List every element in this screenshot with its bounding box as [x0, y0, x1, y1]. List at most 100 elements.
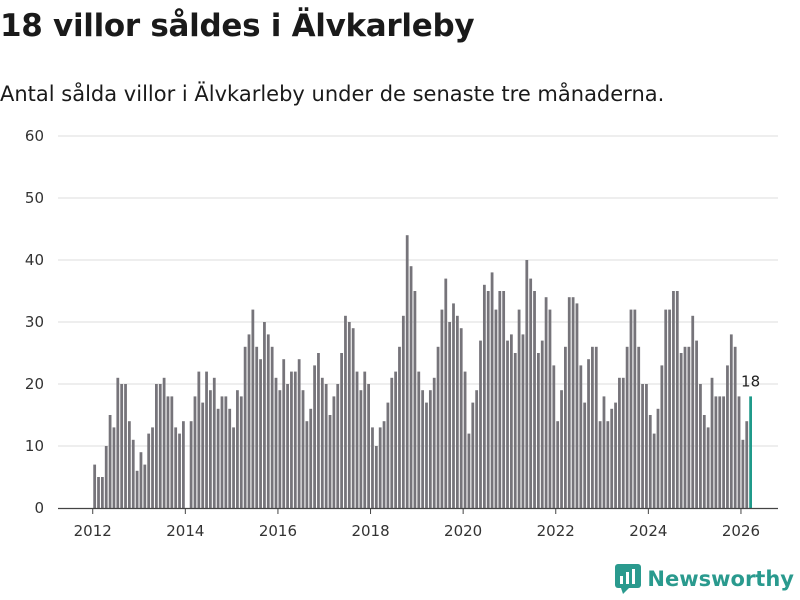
bar	[413, 291, 417, 508]
bar	[320, 377, 324, 508]
bar	[374, 446, 378, 508]
bar	[726, 365, 729, 508]
x-tick-label: 2014	[166, 522, 204, 540]
bar	[313, 365, 316, 508]
bar	[251, 309, 255, 508]
bar	[120, 384, 124, 508]
bar	[656, 408, 660, 508]
bar	[428, 390, 432, 508]
y-tick-label: 40	[25, 251, 44, 269]
bar	[637, 346, 641, 508]
bar	[571, 297, 575, 508]
bar	[266, 334, 270, 508]
bar	[421, 390, 425, 508]
bar	[178, 433, 181, 508]
bar	[224, 396, 228, 508]
bar	[594, 346, 598, 508]
bar	[201, 402, 205, 508]
bar	[243, 346, 247, 508]
bar	[486, 291, 490, 508]
bar	[629, 309, 633, 508]
x-axis: 2012 2014 2016 2018 2020 2022 2024 2026	[58, 507, 778, 540]
bar	[259, 359, 262, 508]
bar	[182, 421, 185, 508]
bar	[679, 353, 683, 508]
y-tick-label: 30	[25, 313, 44, 331]
bar	[170, 396, 174, 508]
bar	[143, 464, 147, 508]
bar	[301, 390, 305, 508]
bar	[174, 427, 178, 508]
y-axis-ticks: 0 10 20 30 40 50 60	[25, 127, 44, 517]
bar	[544, 297, 548, 508]
bar	[614, 402, 617, 508]
x-tick-label: 2024	[629, 522, 667, 540]
bar	[305, 421, 309, 508]
bar	[537, 353, 540, 508]
bar	[482, 284, 486, 508]
bar	[529, 278, 533, 508]
bar	[340, 353, 343, 508]
bar	[93, 464, 97, 508]
bar	[668, 309, 671, 508]
chart-subtitle: Antal sålda villor i Älvkarleby under de…	[0, 82, 665, 106]
bar	[232, 427, 235, 508]
x-tick-label: 2026	[722, 522, 760, 540]
bar	[131, 439, 135, 508]
bar	[579, 365, 583, 508]
bar	[116, 377, 120, 508]
bar	[166, 396, 170, 508]
bar	[286, 384, 289, 508]
bar	[490, 272, 494, 508]
bar	[645, 384, 648, 508]
bar	[548, 309, 552, 508]
bar	[610, 408, 614, 508]
bar	[100, 477, 104, 508]
highlight-value-label: 18	[741, 372, 760, 390]
bar-series	[93, 235, 752, 508]
bar	[664, 309, 668, 508]
bar	[598, 421, 602, 508]
bar	[733, 346, 737, 508]
bar	[652, 433, 656, 508]
bar	[672, 291, 675, 508]
bar	[567, 297, 571, 508]
bar	[239, 396, 243, 508]
chart-title: 18 villor såldes i Älvkarleby	[0, 8, 475, 44]
bar	[386, 402, 390, 508]
bar	[363, 371, 367, 508]
bar	[247, 334, 251, 508]
newsworthy-logo-icon	[615, 564, 642, 594]
bar	[263, 322, 266, 508]
bar	[436, 346, 440, 508]
bar	[479, 340, 482, 508]
bar	[471, 402, 475, 508]
bar	[212, 377, 216, 508]
bar	[409, 266, 413, 508]
bar	[255, 346, 259, 508]
x-tick-label: 2020	[444, 522, 482, 540]
bar	[506, 340, 509, 508]
bar	[660, 365, 664, 508]
bar	[706, 427, 710, 508]
bar	[540, 340, 544, 508]
bar	[209, 390, 212, 508]
bar	[525, 260, 529, 508]
bar	[459, 328, 463, 508]
bar	[293, 371, 297, 508]
bar	[552, 365, 556, 508]
bar-highlight	[749, 396, 752, 508]
bar	[270, 346, 274, 508]
bar	[556, 421, 560, 508]
bar	[702, 415, 706, 508]
bar	[691, 315, 695, 508]
bar	[621, 377, 625, 508]
bar	[606, 421, 610, 508]
bar	[564, 346, 567, 508]
annotations: 18	[741, 372, 760, 390]
bar	[309, 408, 313, 508]
bar	[455, 315, 459, 508]
bar	[683, 346, 687, 508]
bar	[729, 334, 733, 508]
